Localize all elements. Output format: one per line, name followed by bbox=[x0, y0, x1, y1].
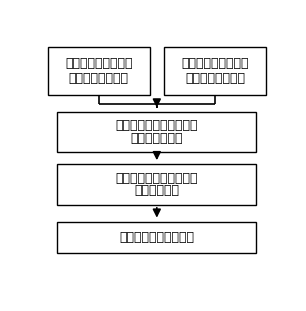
Text: 安装压力传感器测试: 安装压力传感器测试 bbox=[65, 57, 132, 70]
FancyBboxPatch shape bbox=[164, 47, 266, 95]
Text: 大钉载荷时序数据: 大钉载荷时序数据 bbox=[69, 72, 129, 85]
Text: 滚筒转速时序数据: 滚筒转速时序数据 bbox=[185, 72, 245, 85]
Text: 有效提升时间段: 有效提升时间段 bbox=[131, 132, 183, 145]
Text: 有效提升距离: 有效提升距离 bbox=[134, 184, 179, 197]
Text: 安装转速传感器测试: 安装转速传感器测试 bbox=[181, 57, 249, 70]
FancyBboxPatch shape bbox=[57, 164, 256, 205]
Text: 判断井下无缆测试系统的: 判断井下无缆测试系统的 bbox=[116, 119, 198, 132]
FancyBboxPatch shape bbox=[48, 47, 150, 95]
Text: 井下无缆测试系统定位: 井下无缆测试系统定位 bbox=[119, 231, 194, 244]
FancyBboxPatch shape bbox=[57, 222, 256, 253]
FancyBboxPatch shape bbox=[57, 112, 256, 152]
Text: 判断井下无缆测试系统的: 判断井下无缆测试系统的 bbox=[116, 172, 198, 185]
